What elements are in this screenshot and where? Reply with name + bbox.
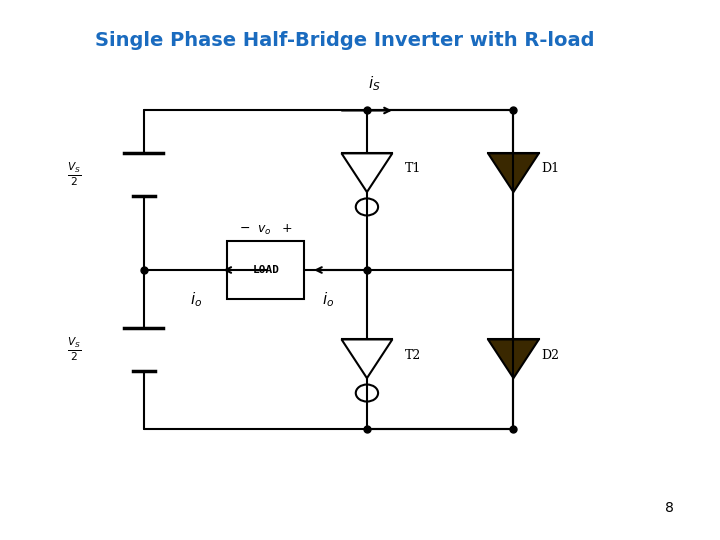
Text: T1: T1 [405, 163, 422, 176]
FancyBboxPatch shape [228, 241, 304, 299]
Text: T2: T2 [405, 348, 421, 362]
Text: Single Phase Half-Bridge Inverter with R-load: Single Phase Half-Bridge Inverter with R… [95, 31, 594, 50]
Text: $\frac{V_S}{2}$: $\frac{V_S}{2}$ [67, 160, 81, 188]
Polygon shape [488, 153, 539, 192]
Text: $i_o$: $i_o$ [190, 290, 202, 308]
Text: 8: 8 [665, 501, 674, 515]
Text: $\frac{V_S}{2}$: $\frac{V_S}{2}$ [67, 336, 81, 363]
Text: $i_o$: $i_o$ [323, 290, 335, 308]
Text: D1: D1 [541, 163, 559, 176]
Polygon shape [488, 340, 539, 378]
Text: $i_S$: $i_S$ [368, 75, 380, 93]
Text: D2: D2 [541, 348, 559, 362]
Text: LOAD: LOAD [252, 265, 279, 275]
Text: $-\ \ v_o\ \ +$: $-\ \ v_o\ \ +$ [239, 223, 292, 237]
